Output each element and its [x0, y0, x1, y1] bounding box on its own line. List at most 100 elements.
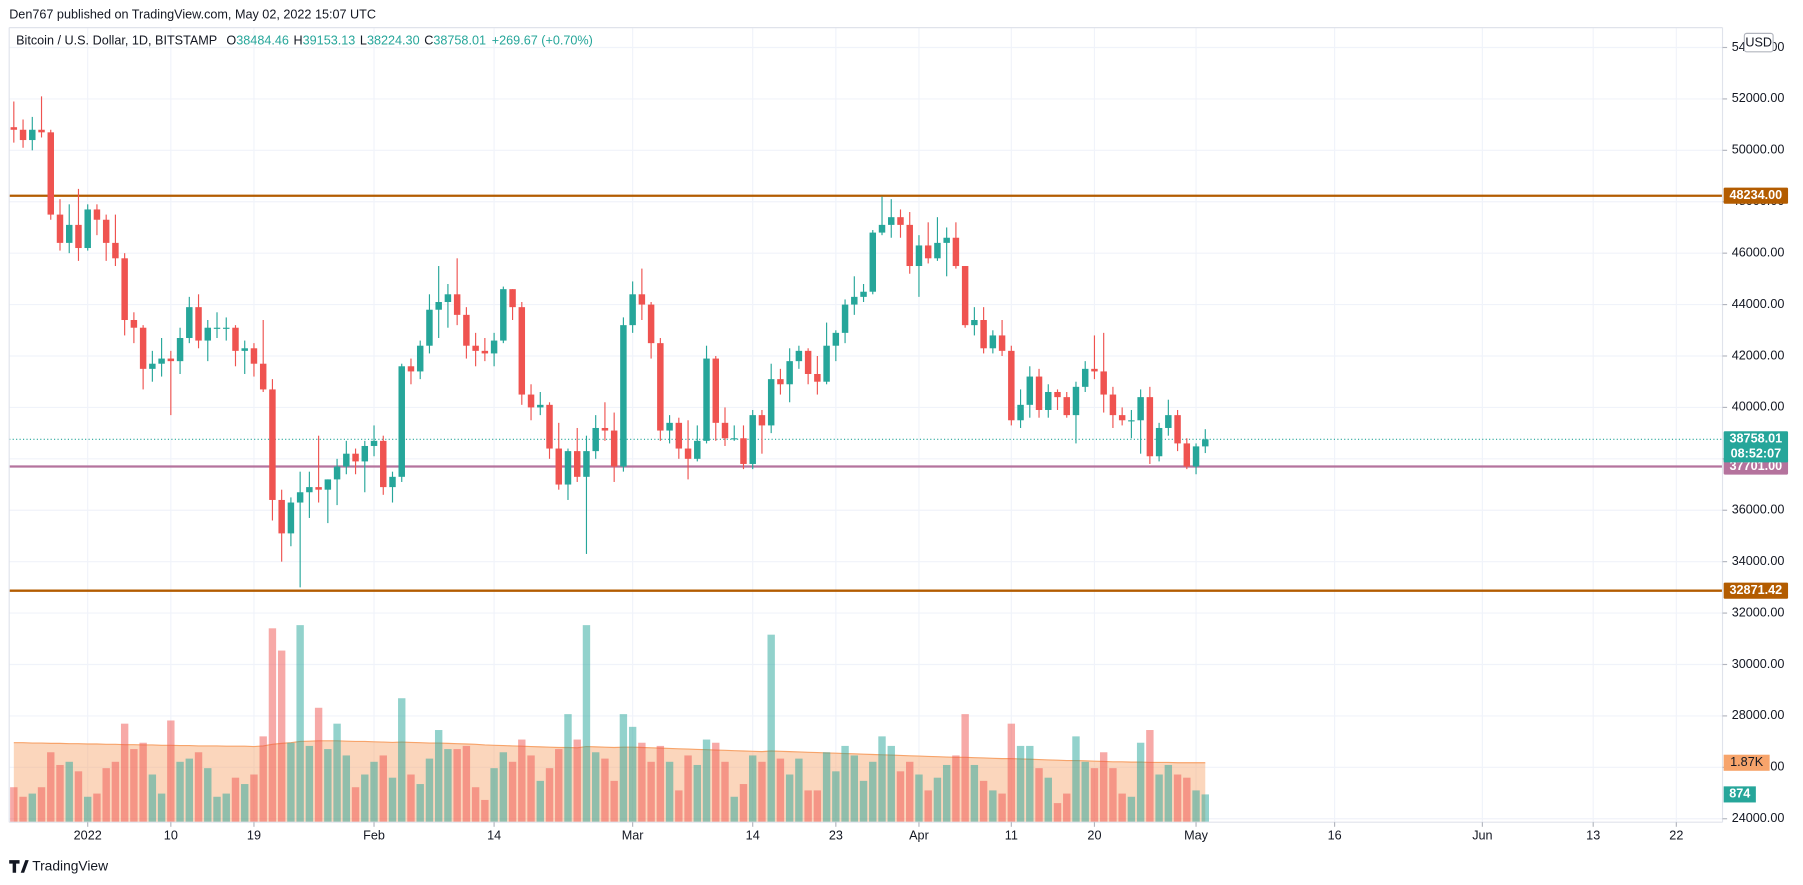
volume-bar: [1136, 742, 1145, 823]
candle-body: [435, 302, 442, 310]
candle-body: [878, 224, 886, 233]
volume-ma-line: [13, 740, 1206, 764]
y-tick-label: 40000.00: [1732, 400, 1785, 414]
candle-body: [29, 129, 36, 141]
volume-bar: [933, 777, 942, 823]
candle-body: [47, 132, 54, 215]
volume-bar: [1035, 768, 1043, 823]
candle-body: [666, 422, 673, 431]
candle-body: [795, 350, 803, 362]
x-tick-label: 20: [1087, 828, 1101, 842]
volume-bar: [536, 780, 544, 823]
legend-value: 38484.46: [236, 34, 289, 48]
volume-bar: [785, 774, 794, 823]
candle-body: [259, 363, 267, 390]
candle-body: [223, 327, 230, 329]
volume-bar: [869, 761, 877, 823]
candle-body: [657, 343, 664, 431]
candle-body: [638, 294, 646, 305]
candle-body: [56, 214, 64, 243]
candle-body: [601, 427, 609, 431]
x-tick-label: 10: [164, 828, 178, 842]
candle-body: [1155, 427, 1163, 457]
candle-body: [527, 394, 535, 408]
volume-bar: [545, 768, 554, 823]
volume-bar: [453, 749, 461, 823]
candle-body: [509, 289, 516, 308]
candle-body: [158, 358, 165, 364]
candle-body: [804, 350, 812, 374]
volume-bar: [665, 761, 674, 823]
volume-bar: [1099, 752, 1108, 823]
x-tick-label: May: [1184, 828, 1209, 842]
candle-body: [1146, 397, 1154, 457]
candle-body: [841, 304, 849, 333]
level-label-box: [1723, 582, 1789, 599]
volume-bar: [1201, 794, 1209, 823]
volume-bar: [250, 774, 258, 823]
volume-bar: [582, 625, 591, 823]
currency-label: USD: [1745, 35, 1772, 49]
candle-body: [149, 363, 156, 369]
tradingview-logo: [9, 860, 29, 873]
volume-bar: [776, 758, 785, 823]
candle-body: [1137, 397, 1144, 421]
candle-body: [869, 232, 877, 292]
candle-body: [75, 224, 82, 249]
volume-bar: [739, 784, 748, 823]
volume-bar: [213, 796, 221, 823]
candle-body: [93, 209, 101, 220]
volume-bar: [194, 752, 203, 823]
volume-bar: [444, 749, 452, 823]
volume-bar: [924, 790, 932, 823]
candle-body: [989, 335, 997, 349]
candle-body: [675, 422, 683, 449]
volume-bar: [388, 777, 397, 823]
candle-body: [306, 487, 313, 493]
volume-bar: [712, 742, 720, 823]
candle-body: [731, 438, 738, 440]
candle-body: [758, 415, 766, 426]
volume-bar: [296, 625, 304, 823]
candle-body: [1202, 439, 1209, 447]
volume-bar: [481, 799, 489, 823]
volume-bar: [84, 796, 92, 823]
volume-bar: [1192, 790, 1200, 823]
candle-body: [823, 345, 830, 382]
volume-bar: [804, 790, 812, 823]
volume-bar: [989, 790, 997, 823]
candle-body: [1017, 404, 1024, 421]
candle-body: [453, 294, 461, 315]
volume-bar: [259, 736, 267, 823]
volume-bar: [1090, 768, 1099, 823]
candle-body: [564, 451, 572, 485]
volume-bar: [333, 723, 341, 823]
candle-body: [1091, 368, 1098, 372]
candle-body: [647, 304, 655, 344]
volume-bar: [398, 698, 406, 823]
candle-body: [998, 335, 1006, 351]
volume-bar: [1146, 730, 1154, 823]
candle-body: [537, 404, 544, 408]
volume-bar: [702, 739, 711, 823]
candle-body: [952, 237, 960, 267]
candle-body: [980, 320, 987, 349]
y-tick-label: 46000.00: [1732, 246, 1785, 260]
volume-bar: [74, 771, 83, 823]
volume-bar: [10, 787, 18, 823]
volume-bar: [573, 739, 581, 823]
candle-body: [102, 219, 110, 243]
volume-bar: [185, 758, 193, 823]
volume-bar: [120, 723, 129, 823]
candle-body: [213, 327, 221, 329]
volume-bar: [157, 793, 166, 823]
volume-bar: [490, 768, 498, 823]
volume-bar: [1016, 745, 1025, 823]
candle-body: [1183, 443, 1191, 467]
x-tick-label: 19: [247, 828, 261, 842]
volume-bar: [111, 761, 120, 823]
volume-bar: [1007, 723, 1016, 823]
volume-last-box: [1723, 786, 1756, 803]
logo-mark: [9, 860, 29, 873]
volume-bar: [56, 764, 64, 823]
